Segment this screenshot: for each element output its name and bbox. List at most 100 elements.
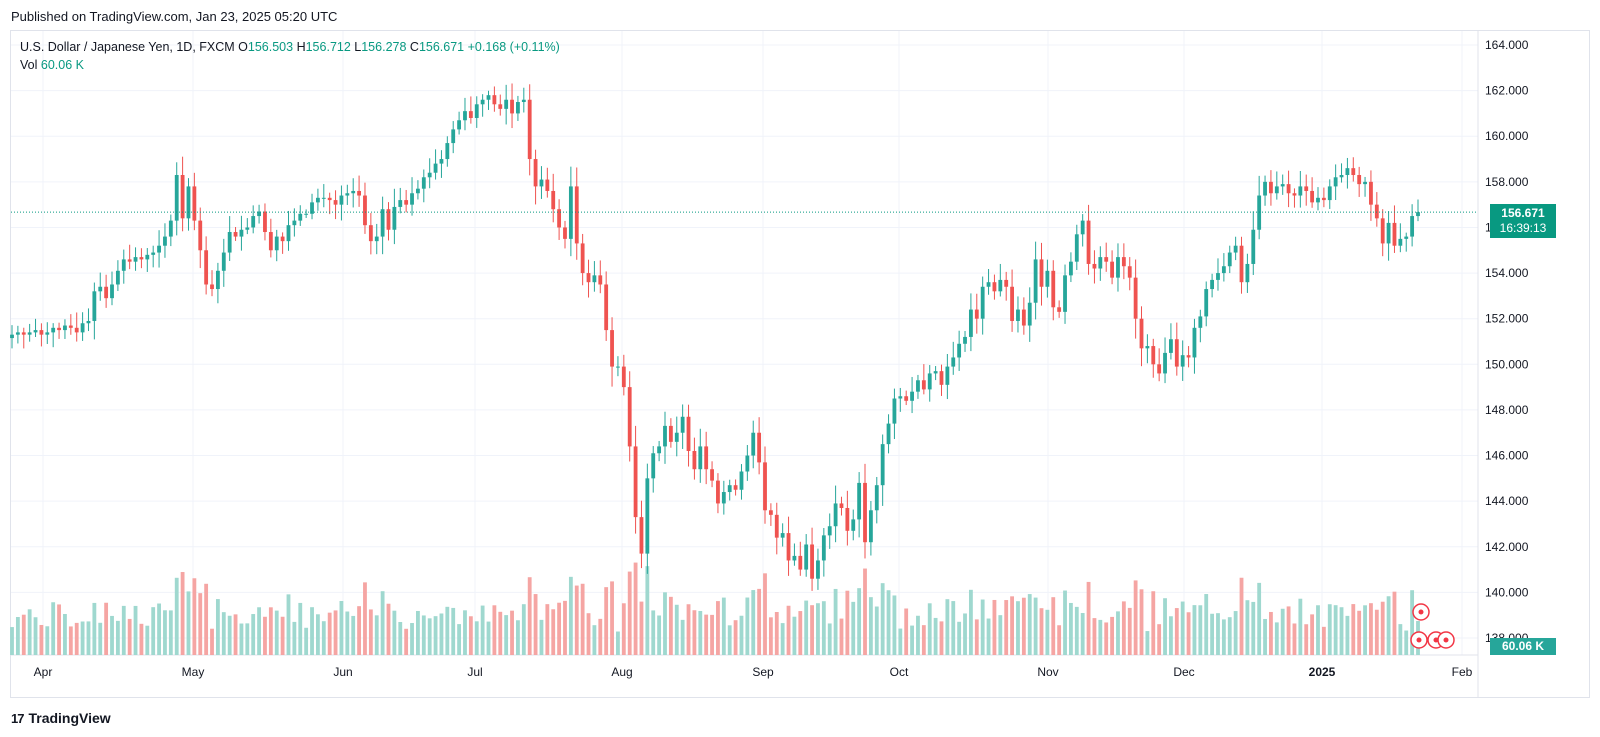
- candle-body: [15, 332, 20, 335]
- volume-bar: [233, 614, 238, 655]
- volume-bar: [774, 612, 779, 655]
- candle-body: [1121, 257, 1126, 267]
- candle-body: [345, 193, 350, 196]
- candle-body: [1292, 193, 1297, 196]
- candle-body: [1098, 257, 1103, 269]
- volume-bar: [1269, 611, 1273, 655]
- volume-bar: [563, 600, 567, 655]
- event-marker-dot: [1443, 637, 1449, 643]
- volume-bar: [745, 597, 750, 655]
- candle-body: [1063, 275, 1067, 312]
- candle-body: [233, 232, 238, 237]
- candle-body: [1039, 259, 1044, 287]
- candle-body: [1333, 177, 1338, 187]
- symbol-description[interactable]: U.S. Dollar / Japanese Yen, 1D, FXCM: [20, 40, 235, 54]
- volume-bar: [733, 620, 738, 655]
- candle-body: [1298, 186, 1303, 196]
- volume-bar: [510, 610, 514, 655]
- volume-bar: [1380, 601, 1385, 655]
- volume-bar: [421, 615, 426, 655]
- candle-body: [804, 544, 809, 570]
- candle-body: [816, 560, 820, 579]
- candle-body: [527, 99, 532, 160]
- volume-bar: [945, 599, 950, 655]
- low-value: 156.278: [361, 40, 407, 54]
- volume-bar: [663, 592, 667, 655]
- candle-body: [380, 209, 385, 237]
- candle-body: [439, 159, 444, 164]
- volume-bar: [1216, 613, 1220, 655]
- candle-body: [1316, 197, 1320, 203]
- volume-bar: [927, 603, 932, 655]
- volume-bar: [463, 610, 467, 655]
- candle-body: [698, 446, 703, 470]
- volume-bar: [992, 599, 997, 655]
- volume-bar: [1398, 624, 1403, 655]
- candle-body: [1145, 346, 1150, 349]
- candle-body: [39, 330, 44, 335]
- volume-bar: [1116, 611, 1120, 655]
- volume-bar: [1239, 577, 1244, 655]
- volume-bar: [598, 618, 603, 655]
- candle-body: [1163, 352, 1167, 374]
- candle-body: [310, 202, 314, 214]
- candle-body: [1186, 355, 1191, 358]
- volume-bar: [63, 613, 67, 655]
- candle-body: [639, 517, 644, 554]
- candle-body: [451, 129, 456, 144]
- volume-bar: [1192, 605, 1197, 655]
- candle-body: [645, 478, 650, 554]
- volume-bar: [310, 607, 314, 655]
- candle-body: [480, 99, 485, 105]
- candle-body: [663, 425, 667, 447]
- volume-bar: [98, 622, 103, 655]
- high-value: 156.712: [305, 40, 351, 54]
- volume-bar: [1227, 617, 1232, 655]
- candle-body: [921, 380, 926, 390]
- candle-body: [257, 211, 261, 217]
- volume-bar: [804, 600, 809, 655]
- candle-body: [327, 197, 332, 201]
- volume-bar: [1363, 605, 1367, 655]
- candle-body: [315, 197, 320, 203]
- volume-bar: [686, 604, 691, 655]
- close-value: 156.671: [418, 40, 465, 54]
- high-label: H: [296, 40, 306, 54]
- candle-body: [657, 446, 662, 454]
- candle-body: [733, 485, 738, 490]
- volume-bar: [1316, 605, 1320, 655]
- candle-body: [339, 195, 344, 205]
- volume-bar: [898, 628, 903, 655]
- candle-body: [433, 163, 438, 173]
- candle-body: [298, 213, 303, 221]
- candle-body: [274, 236, 279, 251]
- volume-bar: [863, 568, 867, 655]
- candle-body: [410, 193, 414, 205]
- tradingview-footer[interactable]: 17 TradingView: [11, 710, 111, 726]
- candle-body: [768, 510, 773, 515]
- candle-body: [774, 514, 779, 538]
- candle-body: [1016, 309, 1020, 321]
- volume-bar: [916, 615, 920, 655]
- candle-body: [1345, 168, 1350, 176]
- candle-body: [174, 175, 179, 221]
- candle-body: [221, 252, 226, 271]
- volume-bar: [963, 613, 967, 655]
- y-tick-label: 160.000: [1485, 129, 1529, 143]
- volume-bar: [1110, 616, 1115, 655]
- candle-body: [745, 455, 750, 472]
- volume-bar: [910, 625, 914, 655]
- candle-body: [474, 104, 479, 118]
- y-tick-label: 152.000: [1485, 312, 1529, 326]
- volume-bar: [1386, 596, 1391, 655]
- y-tick-label: 142.000: [1485, 540, 1529, 554]
- candle-body: [933, 371, 938, 374]
- volume-bar: [263, 616, 267, 655]
- volume-bar: [657, 615, 662, 655]
- volume-bar: [27, 609, 32, 655]
- candle-body: [763, 462, 767, 511]
- candle-body: [68, 325, 73, 328]
- volume-bar: [10, 627, 14, 655]
- volume-bar: [186, 591, 191, 655]
